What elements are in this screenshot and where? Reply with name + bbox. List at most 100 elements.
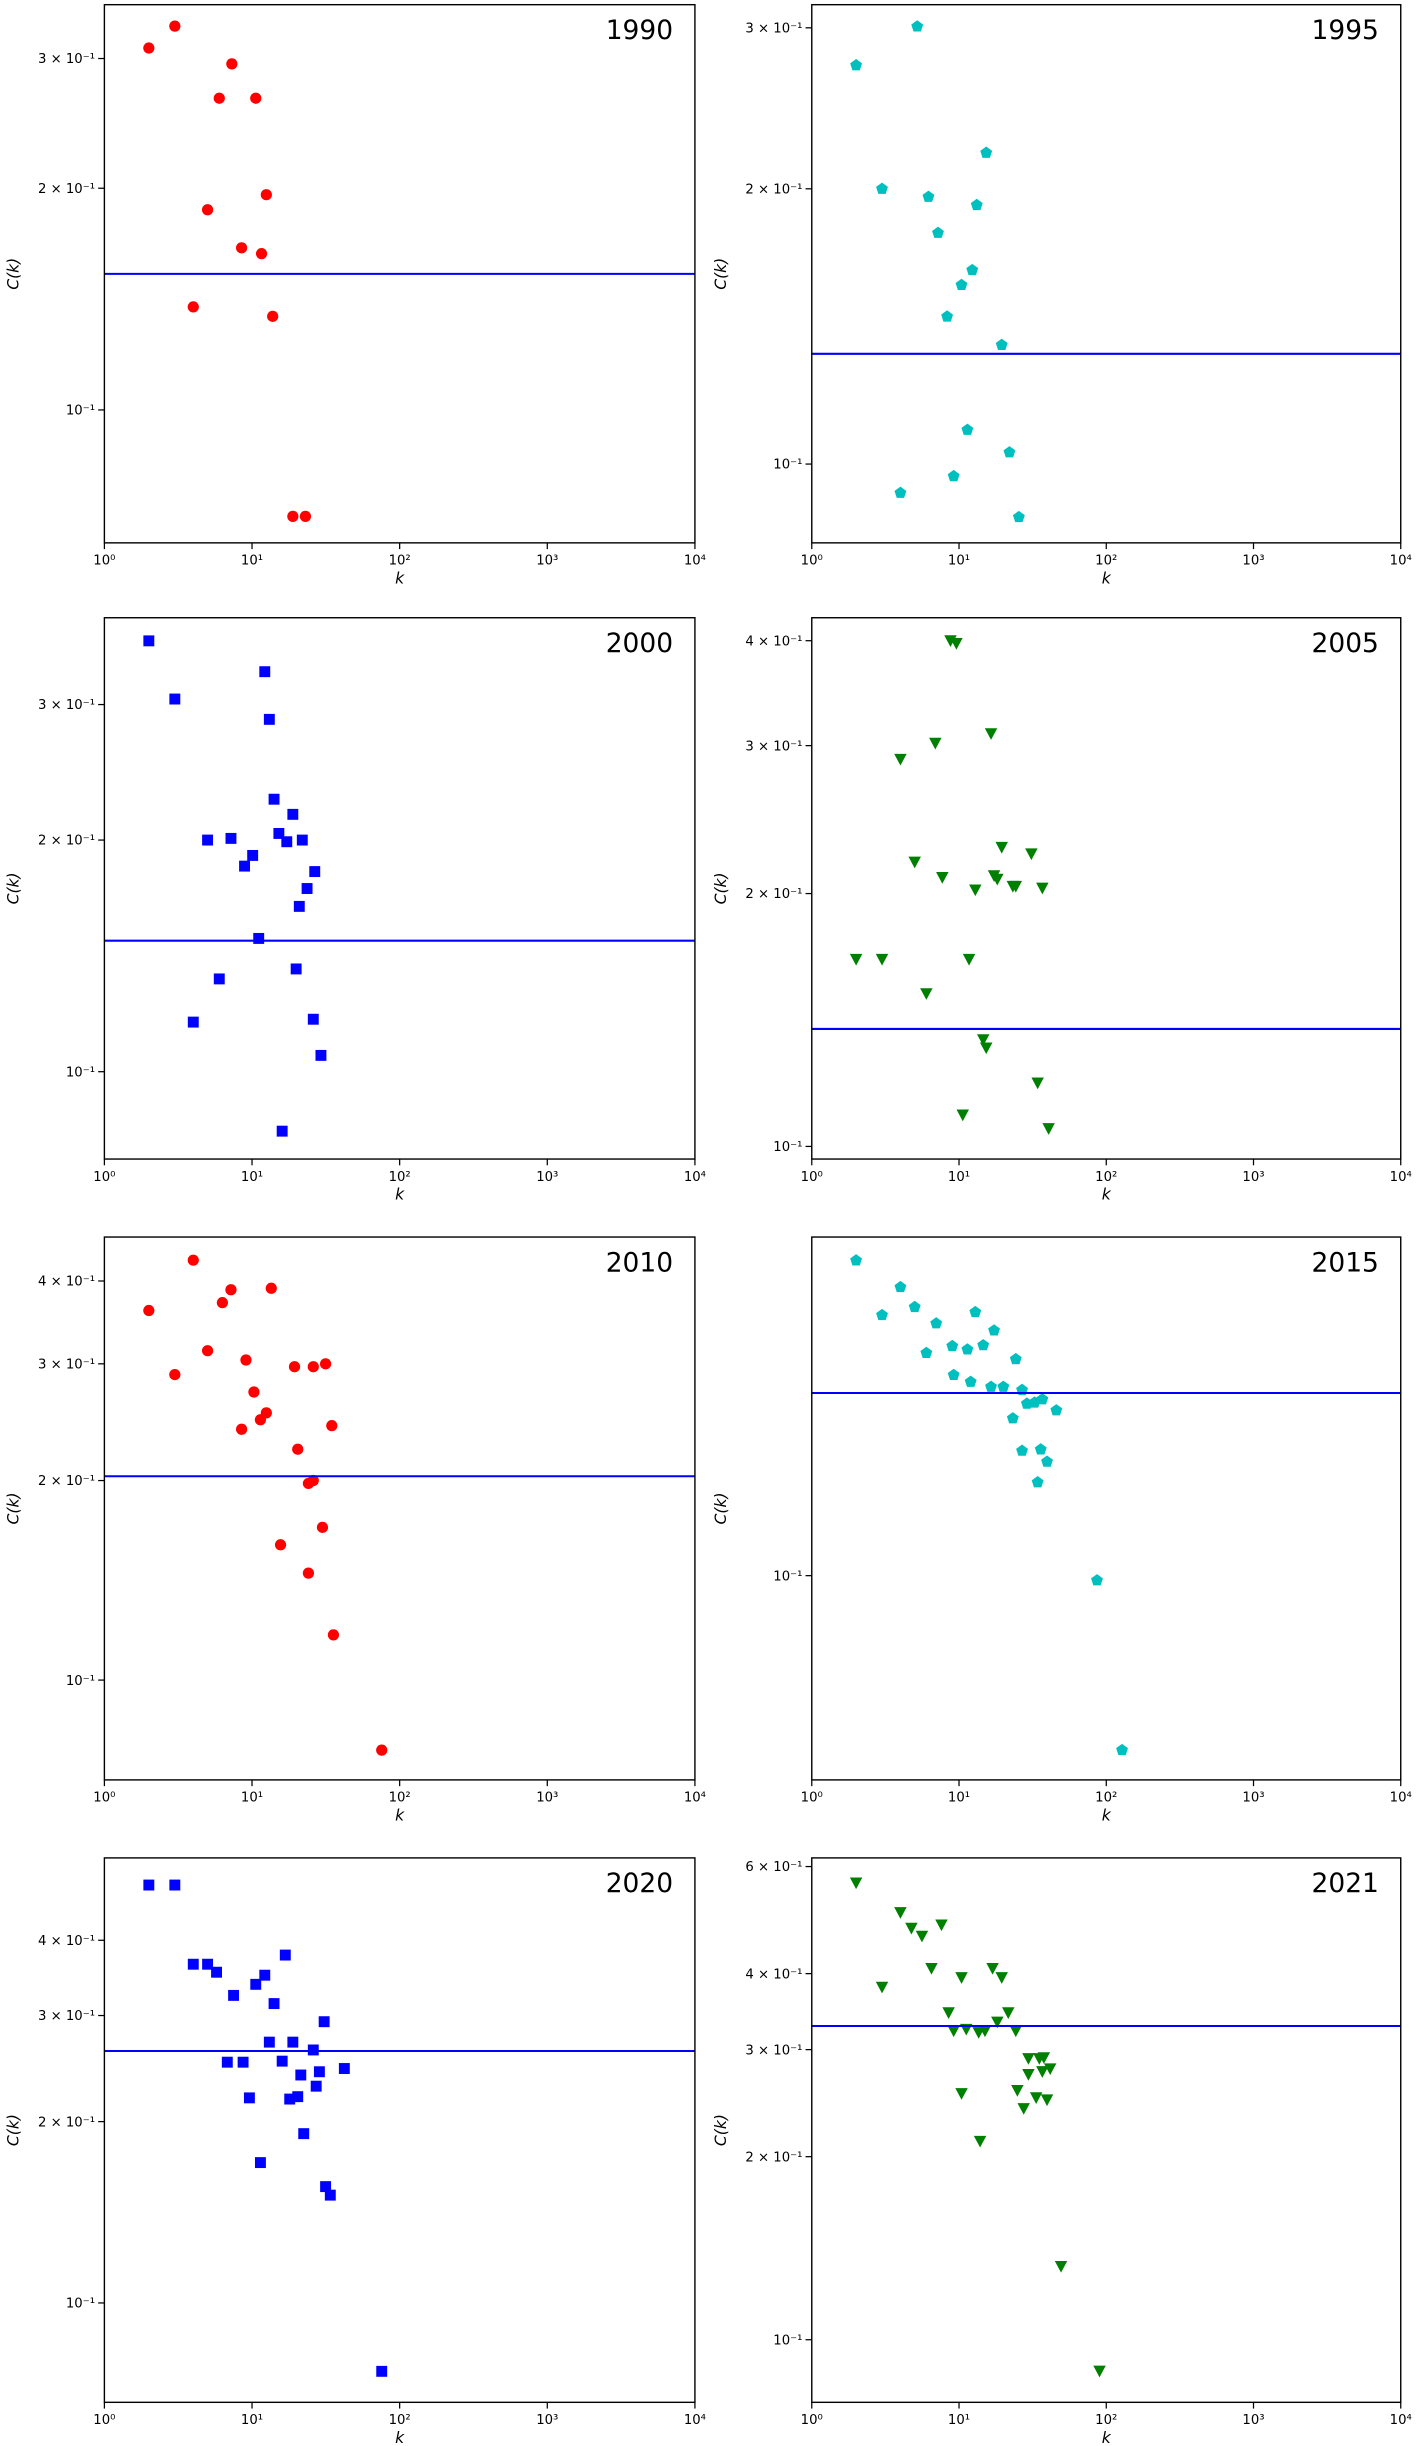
point bbox=[213, 92, 225, 104]
panel-title: 1990 bbox=[606, 15, 673, 46]
point bbox=[240, 1354, 252, 1366]
point bbox=[925, 1962, 938, 1975]
point bbox=[1009, 880, 1023, 893]
point bbox=[1036, 882, 1049, 895]
point bbox=[894, 753, 907, 766]
y-tick-label: 4 × 10⁻¹ bbox=[745, 634, 802, 649]
points bbox=[849, 635, 1055, 1135]
point bbox=[1029, 2092, 1043, 2104]
point bbox=[274, 1539, 287, 1551]
point bbox=[908, 856, 921, 869]
x-tick-label: 10³ bbox=[1242, 2413, 1264, 2428]
x-tick-label: 10² bbox=[389, 1791, 411, 1806]
point bbox=[284, 2093, 296, 2105]
point bbox=[920, 988, 933, 1000]
point bbox=[1041, 1455, 1053, 1467]
y-axis-label: C(k) bbox=[5, 258, 23, 290]
point bbox=[260, 1407, 272, 1419]
panel: 10⁰ 10¹ 10² 10³ 10⁴ 10⁻¹ k C(k) 2015 bbox=[712, 1236, 1412, 1824]
point bbox=[1040, 2094, 1054, 2107]
x-tick-label: 10² bbox=[1095, 1170, 1117, 1185]
y-axis-label: C(k) bbox=[712, 1492, 730, 1524]
point bbox=[293, 900, 305, 912]
point bbox=[253, 932, 265, 944]
point bbox=[221, 2056, 233, 2068]
x-tick-label: 10⁴ bbox=[1390, 2413, 1412, 2428]
y-tick-label: 2 × 10⁻¹ bbox=[745, 887, 802, 902]
point bbox=[302, 1567, 315, 1579]
point bbox=[169, 20, 181, 32]
x-tick-label: 10² bbox=[1095, 554, 1117, 569]
point bbox=[287, 2036, 299, 2048]
point bbox=[309, 866, 321, 878]
point bbox=[955, 1972, 968, 1984]
point bbox=[876, 1308, 888, 1321]
x-tick-label: 10³ bbox=[536, 1791, 558, 1806]
point bbox=[216, 1297, 229, 1309]
point bbox=[932, 226, 944, 238]
y-tick-label: 2 × 10⁻¹ bbox=[38, 2115, 95, 2130]
point bbox=[955, 278, 968, 290]
point bbox=[268, 1998, 280, 2010]
point bbox=[324, 2189, 336, 2201]
point bbox=[202, 834, 214, 846]
x-tick-label: 10³ bbox=[1242, 1170, 1264, 1185]
point bbox=[922, 190, 935, 202]
point bbox=[961, 1343, 974, 1355]
point bbox=[235, 1423, 248, 1435]
point bbox=[326, 1420, 338, 1432]
x-tick-label: 10³ bbox=[536, 2413, 558, 2428]
point bbox=[225, 1284, 237, 1296]
x-tick-label: 10³ bbox=[1242, 1791, 1264, 1806]
point bbox=[969, 884, 982, 897]
panel-title: 2010 bbox=[606, 1247, 673, 1278]
point bbox=[267, 310, 279, 322]
point bbox=[298, 2128, 310, 2140]
point bbox=[250, 92, 262, 104]
point bbox=[263, 2036, 275, 2048]
point bbox=[288, 1361, 301, 1373]
point bbox=[263, 713, 275, 725]
x-tick-label: 10¹ bbox=[241, 1170, 263, 1185]
point bbox=[143, 1304, 155, 1317]
x-tick-label: 10⁰ bbox=[93, 2413, 115, 2428]
panel: 10⁰ 10¹ 10² 10³ 10⁴ 10⁻¹ 2 × 10⁻¹ 3 × 10⁻¹ 4 × 1… bbox=[712, 1857, 1412, 2446]
point bbox=[1025, 848, 1038, 861]
points bbox=[850, 20, 1025, 523]
point bbox=[259, 1969, 271, 1981]
y-axis-label: C(k) bbox=[5, 2114, 23, 2146]
point bbox=[319, 1358, 332, 1370]
x-tick-label: 10⁰ bbox=[801, 2413, 823, 2428]
point bbox=[310, 2080, 322, 2092]
point bbox=[292, 1443, 304, 1455]
x-tick-label: 10¹ bbox=[948, 2413, 970, 2428]
point bbox=[978, 2025, 992, 2038]
points bbox=[143, 1254, 388, 1756]
point bbox=[299, 510, 312, 522]
point bbox=[1091, 1574, 1103, 1586]
y-tick-label: 3 × 10⁻¹ bbox=[745, 21, 802, 36]
point bbox=[1042, 1123, 1055, 1135]
point bbox=[973, 2135, 987, 2148]
point bbox=[279, 1949, 291, 1961]
panel: 10⁰ 10¹ 10² 10³ 10⁴ 10⁻¹ 2 × 10⁻¹ 3 × 10⁻¹ 4 × 1… bbox=[5, 1236, 706, 1824]
point bbox=[247, 849, 259, 861]
y-tick-label: 3 × 10⁻¹ bbox=[745, 739, 802, 754]
x-tick-label: 10³ bbox=[536, 554, 558, 569]
x-tick-label: 10⁰ bbox=[93, 1170, 115, 1185]
x-tick-label: 10⁴ bbox=[684, 2413, 706, 2428]
point bbox=[290, 963, 302, 975]
point bbox=[1043, 2063, 1057, 2076]
x-tick-label: 10⁰ bbox=[801, 1170, 823, 1185]
plot-frame bbox=[103, 1236, 696, 1781]
point bbox=[850, 1254, 863, 1266]
point bbox=[955, 2088, 968, 2100]
point bbox=[1009, 1352, 1022, 1365]
y-tick-label: 2 × 10⁻¹ bbox=[745, 2150, 802, 2165]
x-axis-label: k bbox=[395, 1806, 405, 1824]
y-axis-label: C(k) bbox=[712, 2114, 730, 2146]
point bbox=[1031, 1077, 1044, 1090]
point bbox=[239, 860, 251, 872]
